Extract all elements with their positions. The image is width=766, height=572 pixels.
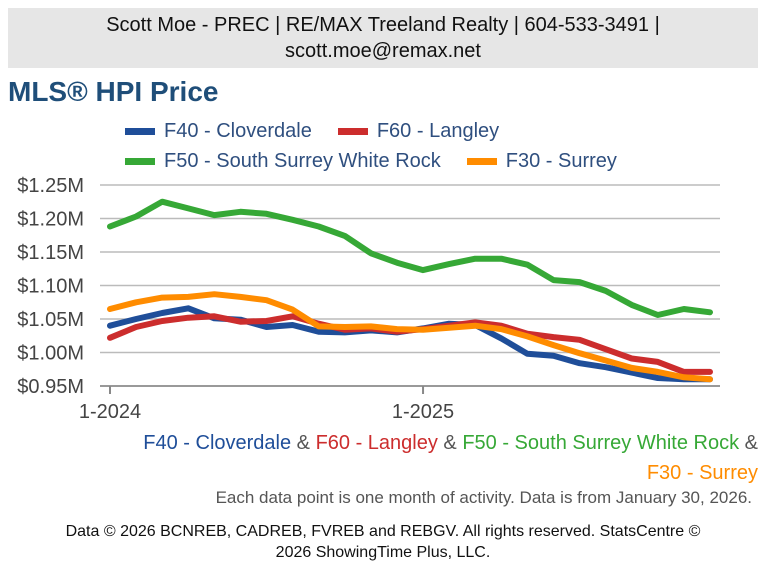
data-note: Each data point is one month of activity… (215, 488, 752, 507)
legend-item: F40 - Cloverdale (125, 120, 312, 143)
y-tick-label: $1.15M (17, 242, 84, 264)
series-line-f30-surrey (107, 291, 713, 383)
agent-header: Scott Moe - PREC | RE/MAX Treeland Realt… (8, 8, 758, 68)
legend-item: F60 - Langley (337, 119, 500, 143)
legend-label: F30 - Surrey (505, 149, 617, 172)
copyright-line2: 2026 ShowingTime Plus, LLC. (275, 544, 491, 561)
legend-swatch (337, 127, 368, 135)
legend-label: F60 - Langley (376, 119, 500, 142)
copyright-footer: Data © 2026 BCNREB, CADREB, FVREB and RE… (0, 521, 766, 563)
y-tick-label: $1.05M (17, 309, 84, 331)
legend-swatch (125, 127, 155, 135)
subtitle-part: F60 - Langley (315, 432, 438, 454)
legend-row: F50 - South Surrey White Rock F30 - Surre… (125, 146, 745, 176)
legend-label: F40 - Cloverdale (164, 119, 312, 142)
legend-swatch (466, 157, 497, 165)
x-tick-label: 1-2024 (79, 401, 141, 423)
y-tick-label: $1.00M (17, 343, 84, 365)
subtitle-part: F40 - Cloverdale (143, 432, 292, 454)
subtitle-part: F50 - South Surrey White Rock (462, 432, 740, 454)
chart-title: MLS® HPI Price (8, 76, 219, 107)
series-line-f50-south-surrey-white-rock (107, 198, 713, 318)
legend-item: F30 - Surrey (466, 149, 617, 173)
y-tick-label: $1.10M (17, 276, 84, 298)
chart-legend: F40 - Cloverdale F60 - Langley F50 - South… (125, 116, 745, 176)
x-tick-label: 1-2025 (392, 401, 454, 423)
subtitle-part: F30 - Surrey (646, 462, 758, 484)
legend-swatch (125, 157, 155, 165)
y-tick-label: $1.20M (17, 209, 84, 231)
subtitle-part: & (739, 432, 758, 454)
y-tick-label: $1.25M (17, 175, 84, 197)
subtitle-part: & (437, 432, 463, 454)
legend-item: F50 - South Surrey White Rock (125, 150, 441, 173)
copyright-line1: Data © 2026 BCNREB, CADREB, FVREB and RE… (65, 523, 701, 540)
y-tick-label: $0.95M (17, 376, 84, 398)
legend-label: F50 - South Surrey White Rock (164, 149, 441, 172)
agent-header-line2: scott.moe@remax.net (285, 40, 481, 62)
line-chart: $1.25M $1.20M $1.15M $1.10M $1.05M $1.00M $0.9… (17, 175, 720, 423)
chart-subtitle: F40 - Cloverdale & F60 - Langley & F50 -… (138, 428, 758, 488)
subtitle-part: & (291, 432, 316, 454)
legend-row: F40 - Cloverdale F60 - Langley (125, 116, 745, 146)
agent-header-line1: Scott Moe - PREC | RE/MAX Treeland Realt… (106, 14, 660, 36)
